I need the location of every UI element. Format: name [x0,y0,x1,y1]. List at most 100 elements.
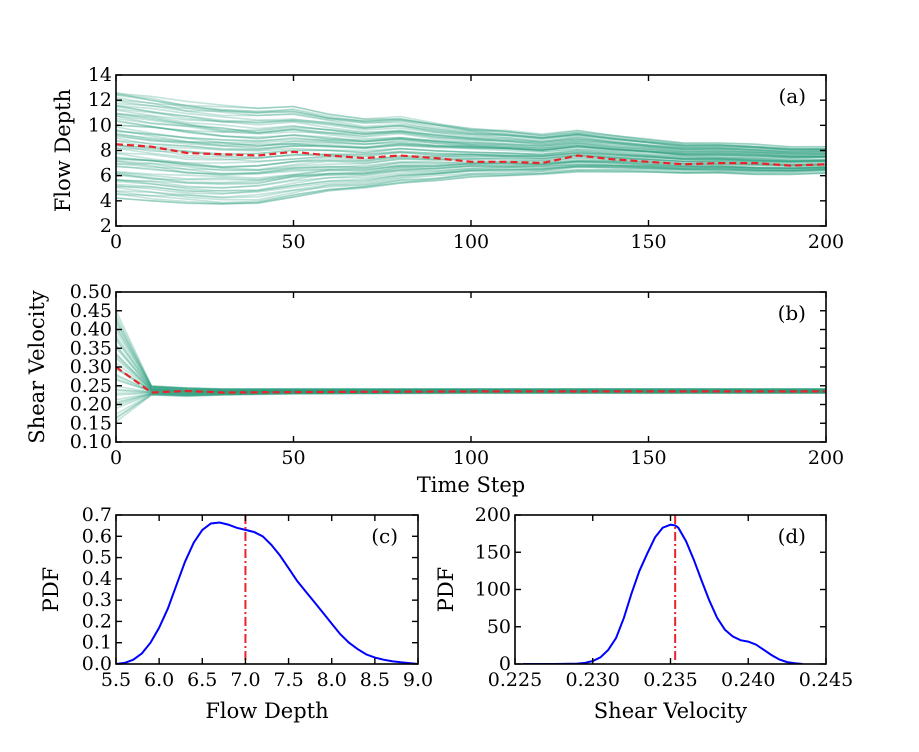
pdf-curve [522,523,803,664]
y-tick-label: 0.3 [82,589,112,611]
x-tick-label: 200 [808,231,844,253]
ensemble-member-line [116,108,826,154]
ensemble-member-line [116,345,826,392]
ensemble-member-line [116,96,826,150]
y-tick-label: 0.20 [70,394,112,416]
y-tick-label: 0.0 [82,653,112,675]
ensemble-member-line [116,92,826,150]
pdf-curve [116,521,418,664]
ensemble-member-line [116,147,826,162]
ensemble-member-line [116,154,826,171]
ensemble-member-line [116,132,826,160]
y-tick-label: 0.40 [70,319,112,341]
ensemble-member-line [116,164,826,185]
ensemble-member-line [116,163,826,189]
panel-label: (d) [778,524,806,548]
x-tick-label: 100 [453,231,489,253]
y-tick-label: 0.25 [70,375,112,397]
ensemble-member-line [116,119,826,155]
x-axis-label: Shear Velocity [594,699,748,723]
ensemble-member-line [116,165,826,195]
ensemble-member-line [116,115,826,155]
y-tick-label: 4 [100,190,112,212]
ensemble-member-line [116,392,826,423]
x-tick-label: 0.225 [488,669,542,691]
ensemble-member-line [116,143,826,163]
ensemble-members [116,310,826,423]
y-tick-label: 0.4 [82,568,112,590]
ensemble-member-line [116,160,826,181]
ensemble-member-line [116,169,826,204]
ensemble-member-line [116,133,826,158]
ensemble-member-line [116,104,826,152]
y-tick-label: 10 [88,114,112,136]
ensemble-member-line [116,165,826,193]
x-tick-label: 100 [453,447,489,469]
ensemble-member-line [116,337,826,392]
ensemble-member-line [116,310,826,390]
y-tick-label: 0.35 [70,337,112,359]
ensemble-member-line [116,391,826,401]
ensemble-member-line [116,147,826,163]
ensemble-member-line [116,166,826,201]
ensemble-member-line [116,160,826,186]
ensemble-member-line [116,109,826,154]
ensemble-member-line [116,161,826,182]
y-tick-label: 0 [499,653,511,675]
ensemble-member-line [116,153,826,168]
x-tick-label: 7.5 [273,669,303,691]
plot-area-b [116,310,826,423]
x-tick-label: 0.245 [799,669,853,691]
y-tick-label: 6 [100,165,112,187]
y-tick-label: 0.6 [82,525,112,547]
axes-frame [115,291,827,443]
ensemble-member-line [116,161,826,189]
ensemble-member-line [116,164,826,192]
y-tick-label: 0.15 [70,412,112,434]
ensemble-member-line [116,99,826,152]
ensemble-member-line [116,171,826,205]
x-tick-label: 150 [630,231,666,253]
ensemble-member-line [116,170,826,205]
x-tick-label: 0 [110,447,122,469]
ensemble-member-line [116,126,826,158]
ensemble-member-line [116,124,826,157]
ensemble-member-line [116,120,826,156]
ensemble-member-line [116,135,826,158]
y-tick-label: 0.30 [70,356,112,378]
ensemble-member-line [116,330,826,391]
ensemble-member-line [116,326,826,391]
ensemble-member-line [116,392,826,420]
ensemble-member-line [116,105,826,154]
x-tick-label: 0.240 [721,669,775,691]
ensemble-member-line [116,130,826,159]
ensemble-member-line [116,124,826,158]
y-tick-label: 0.1 [82,632,112,654]
y-tick-label: 50 [487,616,511,638]
ensemble-member-line [116,113,826,153]
y-tick-label: 0.2 [82,610,112,632]
ensemble-member-line [116,347,826,392]
x-tick-label: 5.5 [101,669,131,691]
ensemble-member-line [116,130,826,159]
plot-area-a [116,92,826,205]
ensemble-member-line [116,163,826,184]
ensemble-member-line [116,335,826,391]
ensemble-member-line [116,100,826,150]
ensemble-member-line [116,339,826,392]
ensemble-member-line [116,139,826,162]
ensemble-member-line [116,356,826,393]
ensemble-member-line [116,93,826,148]
ensemble-member-line [116,152,826,164]
ensemble-mean-line [116,143,826,167]
ensemble-member-line [116,134,826,159]
ensemble-member-line [116,155,826,169]
y-tick-label: 0.45 [70,300,112,322]
y-tick-label: 0.7 [82,504,112,526]
x-tick-label: 7.0 [230,669,260,691]
x-tick-label: 150 [630,447,666,469]
panel-b: 0 50 100 150 200 0.100.150.200.250.300.350.40… [25,281,844,497]
ensemble-member-line [116,391,826,410]
ensemble-member-line [116,165,826,199]
